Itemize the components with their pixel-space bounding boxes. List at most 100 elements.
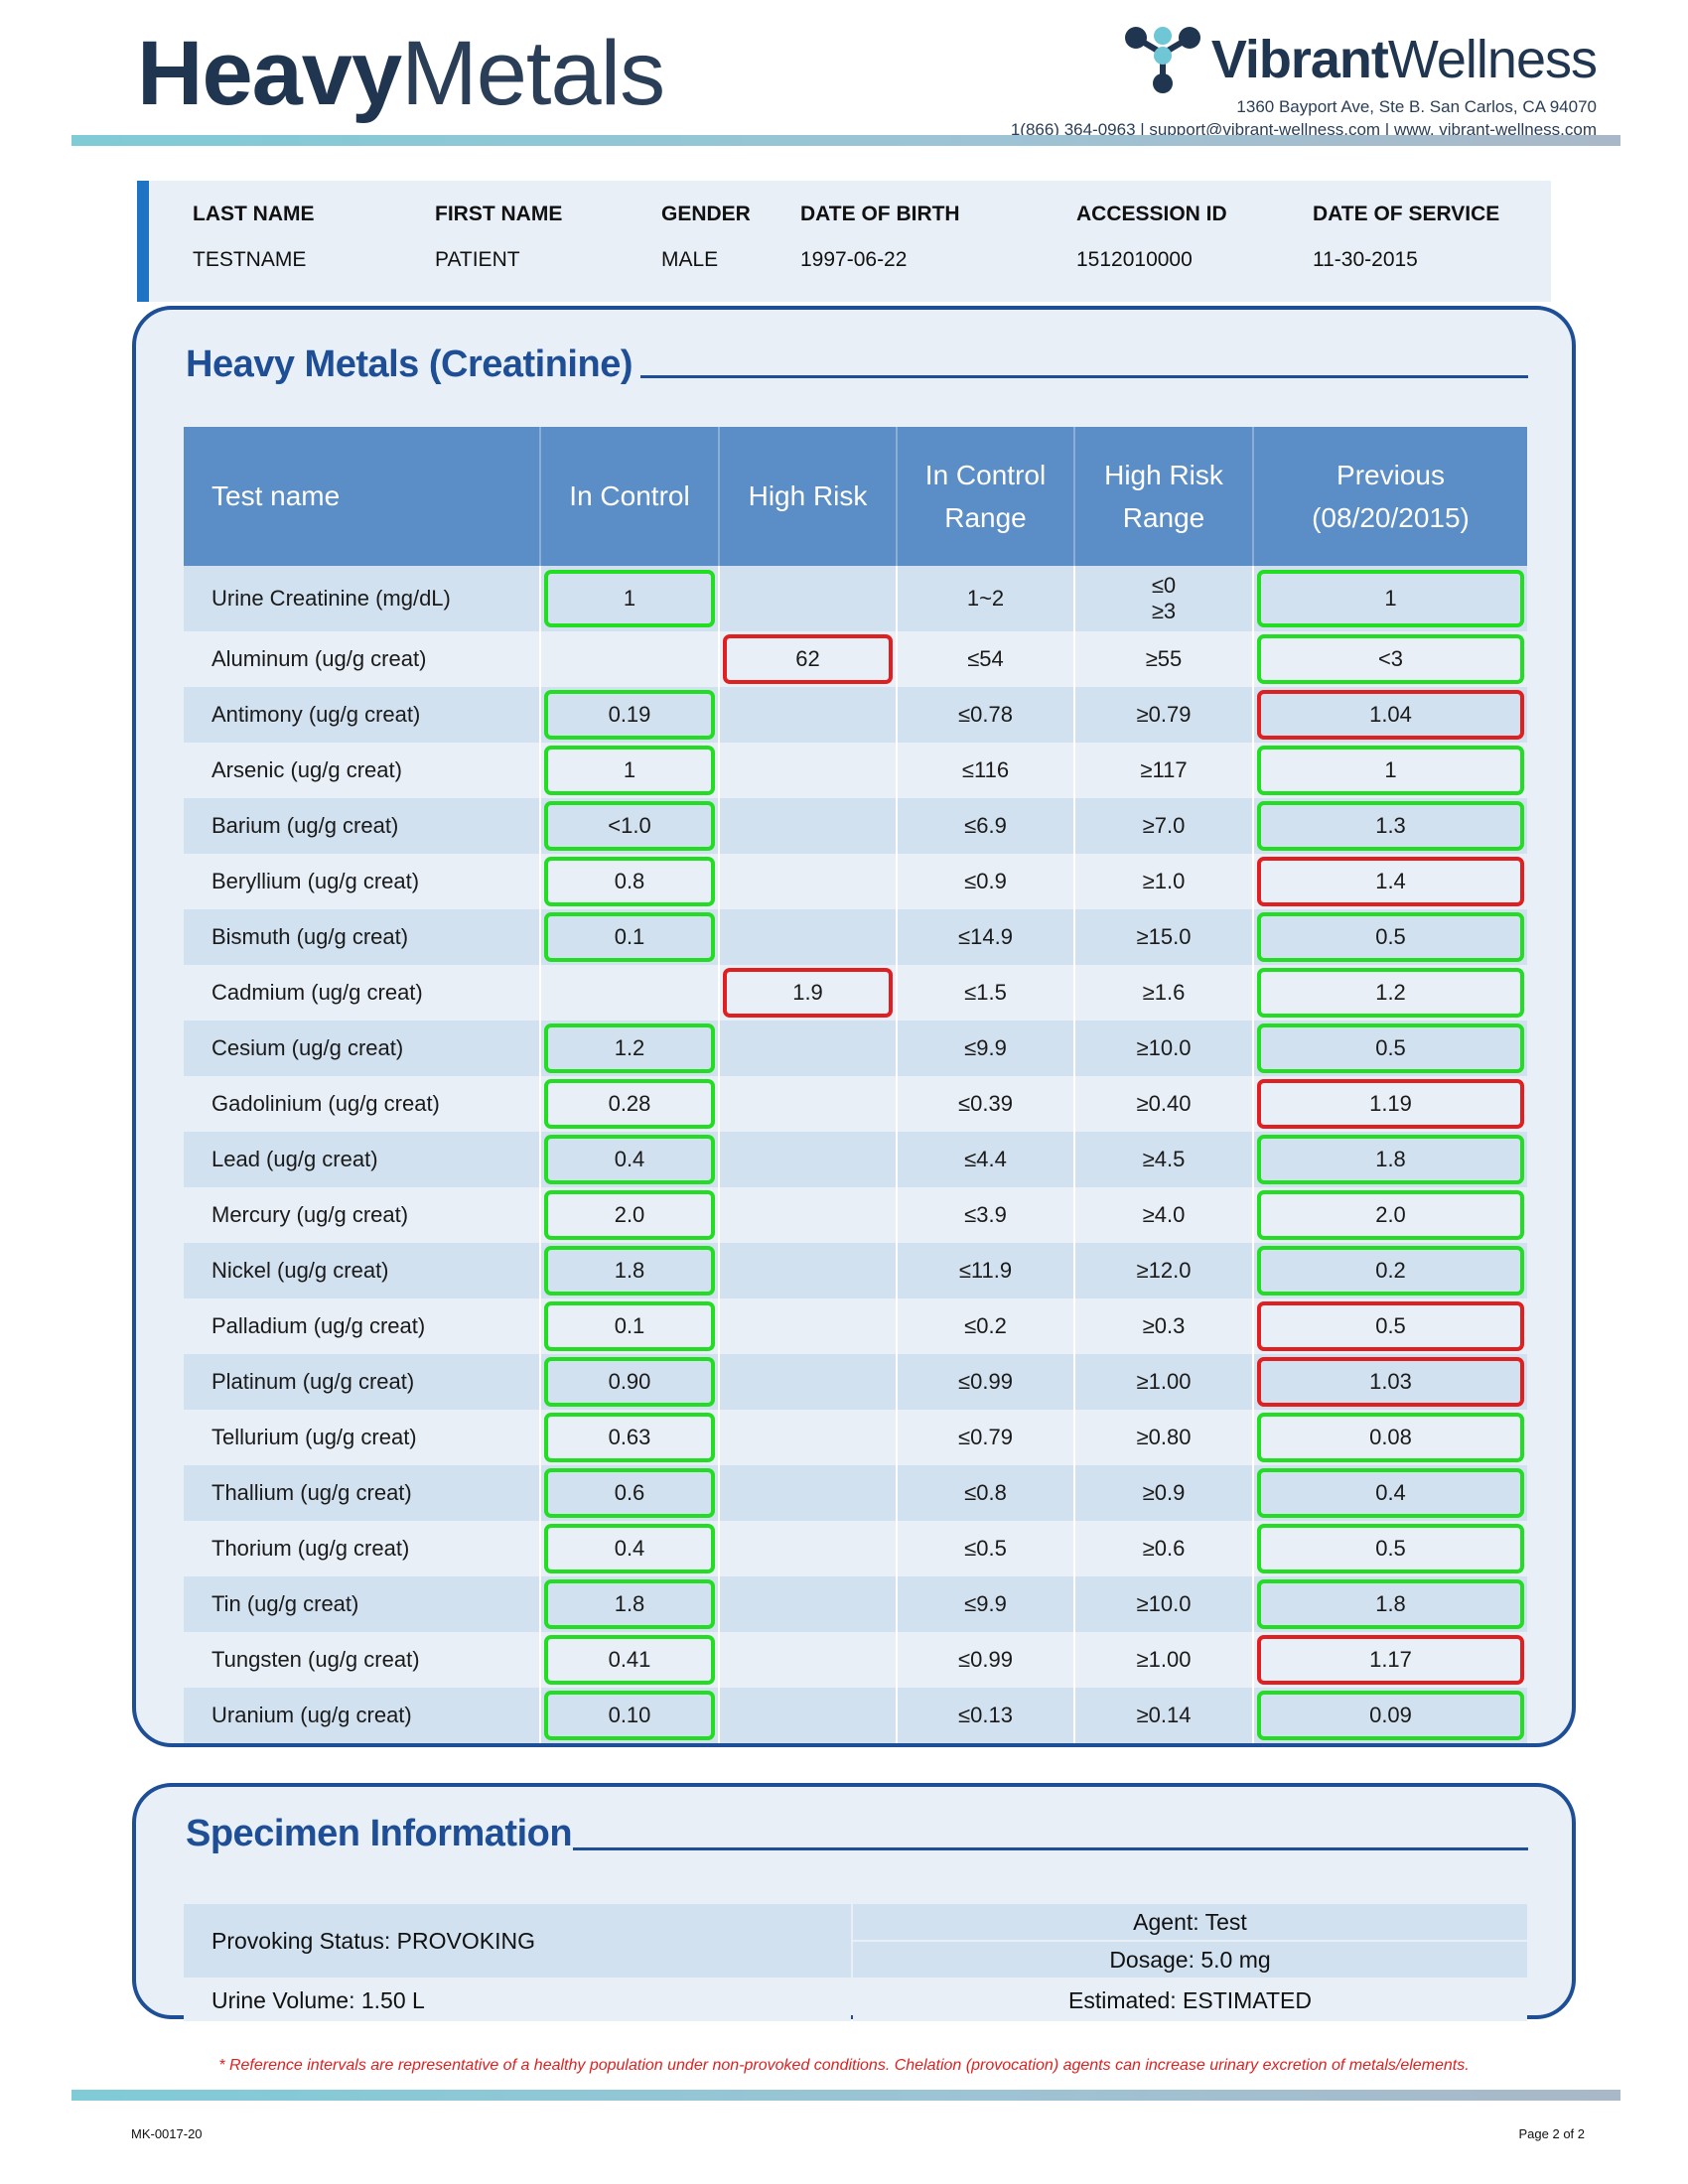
in-control-cell: 0.4 — [540, 1132, 720, 1187]
high-risk-cell — [719, 1187, 898, 1243]
test-name-cell: Cadmium (ug/g creat) — [184, 965, 541, 1021]
previous-result-box: <3 — [1257, 634, 1524, 684]
reference-footnote: * Reference intervals are representative… — [218, 2057, 1470, 2074]
high-risk-cell — [719, 1298, 898, 1354]
in-control-cell: 0.10 — [540, 1688, 720, 1743]
test-name-cell: Aluminum (ug/g creat) — [184, 631, 541, 687]
in-control-result-box: 0.4 — [544, 1135, 715, 1184]
high-risk-range-line1: ≤0 — [1151, 572, 1177, 598]
table-row: Beryllium (ug/g creat) 0.8 ≤0.9 ≥1.0 1.4 — [184, 854, 1527, 909]
previous-cell: 1.8 — [1253, 1132, 1527, 1187]
company-name-bold: Vibrant — [1210, 30, 1389, 89]
in-control-result-box: 0.4 — [544, 1524, 715, 1573]
in-control-range-cell: ≤9.9 — [897, 1021, 1075, 1076]
in-control-range-cell: ≤0.8 — [897, 1465, 1075, 1521]
table-row: Bismuth (ug/g creat) 0.1 ≤14.9 ≥15.0 0.5 — [184, 909, 1527, 965]
gender-field: GENDER MALE — [661, 203, 751, 272]
col-header-high-risk: High Risk — [719, 427, 898, 566]
previous-result-box: 1.04 — [1257, 690, 1524, 740]
report-title-bold: Heavy — [137, 23, 402, 124]
previous-result-box: 1.3 — [1257, 801, 1524, 851]
in-control-cell: 0.6 — [540, 1465, 720, 1521]
in-control-range-cell: ≤0.9 — [897, 854, 1075, 909]
first-name-field: FIRST NAME PATIENT — [435, 203, 562, 272]
in-control-range-cell: ≤3.9 — [897, 1187, 1075, 1243]
high-risk-cell — [719, 1632, 898, 1688]
report-title: HeavyMetals — [137, 28, 665, 119]
previous-result-box: 0.5 — [1257, 912, 1524, 962]
test-name-cell: Platinum (ug/g creat) — [184, 1354, 541, 1410]
in-control-range-cell: ≤6.9 — [897, 798, 1075, 854]
high-risk-cell — [719, 743, 898, 798]
table-row: Platinum (ug/g creat) 0.90 ≤0.99 ≥1.00 1.03 — [184, 1354, 1527, 1410]
table-row: Palladium (ug/g creat) 0.1 ≤0.2 ≥0.3 0.5 — [184, 1298, 1527, 1354]
high-risk-range-cell: ≥0.6 — [1074, 1521, 1254, 1576]
high-risk-range-cell: ≥0.14 — [1074, 1688, 1254, 1743]
previous-cell: 0.4 — [1253, 1465, 1527, 1521]
high-risk-cell — [719, 687, 898, 743]
col-header-in-control-range: In Control Range — [897, 427, 1075, 566]
previous-result-box: 1.19 — [1257, 1079, 1524, 1129]
in-control-result-box: 0.63 — [544, 1413, 715, 1462]
in-control-cell: 0.90 — [540, 1354, 720, 1410]
page-number: Page 2 of 2 — [1518, 2126, 1586, 2141]
table-row: Nickel (ug/g creat) 1.8 ≤11.9 ≥12.0 0.2 — [184, 1243, 1527, 1298]
previous-result-box: 0.09 — [1257, 1691, 1524, 1740]
high-risk-cell — [719, 1021, 898, 1076]
test-name-cell: Thorium (ug/g creat) — [184, 1521, 541, 1576]
previous-cell: 0.5 — [1253, 1298, 1527, 1354]
table-row: Cesium (ug/g creat) 1.2 ≤9.9 ≥10.0 0.5 — [184, 1021, 1527, 1076]
company-name: VibrantWellness — [1210, 29, 1598, 90]
in-control-range-cell: ≤0.78 — [897, 687, 1075, 743]
test-name-cell: Gadolinium (ug/g creat) — [184, 1076, 541, 1132]
previous-cell: 1.3 — [1253, 798, 1527, 854]
in-control-range-cell: ≤0.99 — [897, 1632, 1075, 1688]
high-risk-cell — [719, 909, 898, 965]
previous-cell: 1.4 — [1253, 854, 1527, 909]
in-control-range-cell: ≤14.9 — [897, 909, 1075, 965]
previous-cell: 0.5 — [1253, 1521, 1527, 1576]
previous-cell: 0.5 — [1253, 1021, 1527, 1076]
high-risk-cell — [719, 1076, 898, 1132]
in-control-result-box: 1.8 — [544, 1246, 715, 1296]
col-header-high-risk-range-line1: High Risk — [1104, 459, 1223, 490]
document-code: MK-0017-20 — [131, 2126, 203, 2141]
heavy-metals-title: Heavy Metals (Creatinine) — [186, 343, 633, 385]
test-name-cell: Tellurium (ug/g creat) — [184, 1410, 541, 1465]
table-row: Antimony (ug/g creat) 0.19 ≤0.78 ≥0.79 1.04 — [184, 687, 1527, 743]
high-risk-range-cell: ≥55 — [1074, 631, 1254, 687]
previous-result-box: 2.0 — [1257, 1190, 1524, 1240]
test-name-cell: Palladium (ug/g creat) — [184, 1298, 541, 1354]
high-risk-range-cell: ≥1.00 — [1074, 1354, 1254, 1410]
in-control-result-box: <1.0 — [544, 801, 715, 851]
specimen-title-rule — [573, 1847, 1528, 1850]
in-control-range-cell: ≤0.13 — [897, 1688, 1075, 1743]
table-row: Gadolinium (ug/g creat) 0.28 ≤0.39 ≥0.40 1.1… — [184, 1076, 1527, 1132]
col-header-in-control: In Control — [540, 427, 720, 566]
company-address: 1360 Bayport Ave, Ste B. San Carlos, CA … — [1236, 97, 1597, 116]
in-control-range-cell: ≤0.99 — [897, 1354, 1075, 1410]
previous-result-box: 1.2 — [1257, 968, 1524, 1018]
high-risk-cell — [719, 1132, 898, 1187]
in-control-range-cell: ≤0.2 — [897, 1298, 1075, 1354]
previous-cell: 1.03 — [1253, 1354, 1527, 1410]
table-row: Mercury (ug/g creat) 2.0 ≤3.9 ≥4.0 2.0 — [184, 1187, 1527, 1243]
previous-result-box: 1.03 — [1257, 1357, 1524, 1407]
high-risk-range-cell: ≥7.0 — [1074, 798, 1254, 854]
in-control-cell: 0.8 — [540, 854, 720, 909]
high-risk-range-cell: ≤0 ≥3 — [1074, 566, 1254, 631]
high-risk-cell — [719, 1576, 898, 1632]
provoking-status: Provoking Status: PROVOKING — [184, 1904, 851, 1978]
in-control-cell: 0.41 — [540, 1632, 720, 1688]
table-row: Thorium (ug/g creat) 0.4 ≤0.5 ≥0.6 0.5 — [184, 1521, 1527, 1576]
high-risk-range-cell: ≥1.0 — [1074, 854, 1254, 909]
table-row: Tin (ug/g creat) 1.8 ≤9.9 ≥10.0 1.8 — [184, 1576, 1527, 1632]
table-row: Arsenic (ug/g creat) 1 ≤116 ≥117 1 — [184, 743, 1527, 798]
in-control-result-box: 0.10 — [544, 1691, 715, 1740]
previous-result-box: 0.5 — [1257, 1524, 1524, 1573]
previous-cell: 0.5 — [1253, 909, 1527, 965]
test-name-cell: Tungsten (ug/g creat) — [184, 1632, 541, 1688]
previous-cell: 0.08 — [1253, 1410, 1527, 1465]
in-control-range-cell: ≤4.4 — [897, 1132, 1075, 1187]
test-name-cell: Arsenic (ug/g creat) — [184, 743, 541, 798]
